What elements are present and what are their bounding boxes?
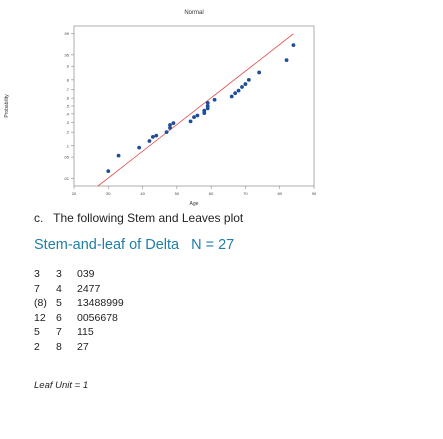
x-tick-label: 70 xyxy=(243,191,248,196)
x-tick-label: 60 xyxy=(209,191,214,196)
data-point xyxy=(205,104,210,108)
row-leaves: 27 xyxy=(77,340,89,353)
stem-leaf-row: (8) 5 13488999 xyxy=(34,296,157,311)
x-tick-label: 40 xyxy=(140,191,145,196)
row-depth: 2 xyxy=(34,340,40,353)
row-stem: 8 xyxy=(56,340,62,353)
plot-frame xyxy=(73,25,315,187)
y-tick-label: .4 xyxy=(66,111,70,116)
data-point xyxy=(106,169,111,174)
y-tick-label: .8 xyxy=(66,77,70,82)
y-tick-label: .1 xyxy=(66,143,70,148)
y-tick-label: .01 xyxy=(63,176,69,181)
row-leaves: 13488999 xyxy=(77,297,124,309)
row-leaves: 039 xyxy=(77,268,95,280)
data-point xyxy=(205,100,210,105)
stem-leaf-row: 5 7 115 xyxy=(34,325,157,340)
y-tick-label: .9 xyxy=(66,64,70,69)
y-tick-label: .99 xyxy=(63,31,69,36)
data-point xyxy=(229,94,234,99)
y-tick-label: .5 xyxy=(66,104,70,109)
x-tick-label: 20 xyxy=(72,191,77,196)
data-point xyxy=(168,126,172,130)
chart-title: Normal xyxy=(184,10,203,16)
stem-leaf-row: 7 4 2477 xyxy=(34,282,157,297)
data-point xyxy=(168,123,172,127)
data-point xyxy=(150,134,155,139)
data-point xyxy=(192,115,196,120)
row-leaves: 2477 xyxy=(77,282,101,295)
caption-text: The following Stem and Leaves plot xyxy=(53,211,244,225)
data-point xyxy=(233,91,238,96)
data-point xyxy=(116,153,121,158)
leaf-unit-note: Leaf Unit = 1 xyxy=(34,380,89,391)
data-point xyxy=(246,77,251,82)
row-stem: 5 xyxy=(56,297,62,309)
stem-leaf-title: Stem-and-leaf of Delta N = 27 xyxy=(34,237,242,253)
data-point xyxy=(195,113,200,118)
y-tick-label: .7 xyxy=(66,87,70,92)
data-point xyxy=(202,108,207,113)
row-depth: 12 xyxy=(34,311,46,324)
normal-probability-plot: Normal .01 .05 .1 .2 .3 .4 .5 .6 .7 .8 .9 .95 .99 20 30… xyxy=(4,10,317,207)
data-point xyxy=(291,43,296,48)
x-tick-label: 80 xyxy=(277,191,282,196)
y-tick-label: .95 xyxy=(63,52,69,57)
row-depth: 5 xyxy=(34,326,40,338)
x-tick-label: 30 xyxy=(106,191,111,196)
x-tick-label: 50 xyxy=(175,191,180,196)
caption-number: c. xyxy=(34,211,44,225)
fit-line xyxy=(97,33,294,187)
data-point xyxy=(137,145,142,150)
row-stem: 7 xyxy=(56,326,62,338)
data-point xyxy=(212,97,217,102)
row-leaves: 115 xyxy=(77,326,94,338)
row-leaves: 0056678 xyxy=(77,311,118,324)
y-tick-label: .3 xyxy=(66,120,70,125)
data-point xyxy=(147,139,152,143)
y-tick-label: .6 xyxy=(66,96,70,101)
data-point xyxy=(171,121,176,126)
stem-leaf-n-label: N = 27 xyxy=(191,237,235,253)
row-depth: 7 xyxy=(34,282,40,295)
y-tick-label: .05 xyxy=(63,155,69,160)
row-stem: 6 xyxy=(56,311,62,324)
data-point xyxy=(154,133,159,138)
row-stem: 3 xyxy=(56,268,62,280)
stem-leaf-title-text: Stem-and-leaf of Delta xyxy=(34,237,180,253)
data-point xyxy=(188,119,193,124)
data-point xyxy=(284,58,289,63)
x-tick-label: 90 xyxy=(312,191,317,196)
stem-leaf-row: 2 8 27 xyxy=(34,340,157,355)
stem-leaf-row: 12 6 0056678 xyxy=(34,311,157,326)
data-point xyxy=(257,70,262,75)
y-tick-label: .2 xyxy=(66,130,70,135)
data-point xyxy=(240,85,244,89)
data-point xyxy=(236,88,241,93)
row-stem: 4 xyxy=(56,282,62,295)
y-axis-label: Probability xyxy=(4,94,10,118)
x-axis-label: Age xyxy=(190,201,199,207)
row-depth: 3 xyxy=(34,268,40,280)
data-point xyxy=(164,130,169,135)
data-point xyxy=(243,82,248,86)
caption: c. The following Stem and Leaves plot xyxy=(34,211,243,225)
stem-leaf-row: 3 3 039 xyxy=(34,267,157,282)
row-depth: (8) xyxy=(34,297,47,309)
